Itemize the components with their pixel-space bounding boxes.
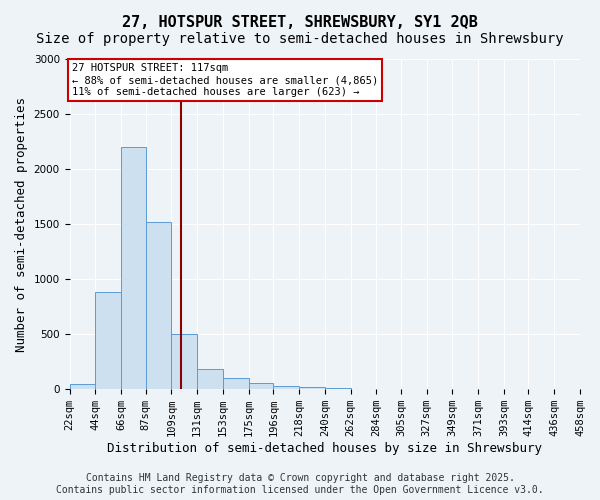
Bar [325,388,350,389]
Bar [350,388,376,389]
Text: 27, HOTSPUR STREET, SHREWSBURY, SY1 2QB: 27, HOTSPUR STREET, SHREWSBURY, SY1 2QB [122,15,478,30]
Y-axis label: Number of semi-detached properties: Number of semi-detached properties [15,96,28,352]
Bar [95,292,121,389]
Text: Size of property relative to semi-detached houses in Shrewsbury: Size of property relative to semi-detach… [36,32,564,46]
Bar [172,334,197,389]
Text: Contains HM Land Registry data © Crown copyright and database right 2025.
Contai: Contains HM Land Registry data © Crown c… [56,474,544,495]
Text: 27 HOTSPUR STREET: 117sqm
← 88% of semi-detached houses are smaller (4,865)
11% : 27 HOTSPUR STREET: 117sqm ← 88% of semi-… [72,64,378,96]
Bar [299,387,325,389]
Bar [146,222,172,389]
Bar [70,384,95,389]
Bar [248,383,273,389]
Bar [197,370,223,389]
Bar [273,386,299,389]
X-axis label: Distribution of semi-detached houses by size in Shrewsbury: Distribution of semi-detached houses by … [107,442,542,455]
Bar [121,147,146,389]
Bar [223,378,248,389]
